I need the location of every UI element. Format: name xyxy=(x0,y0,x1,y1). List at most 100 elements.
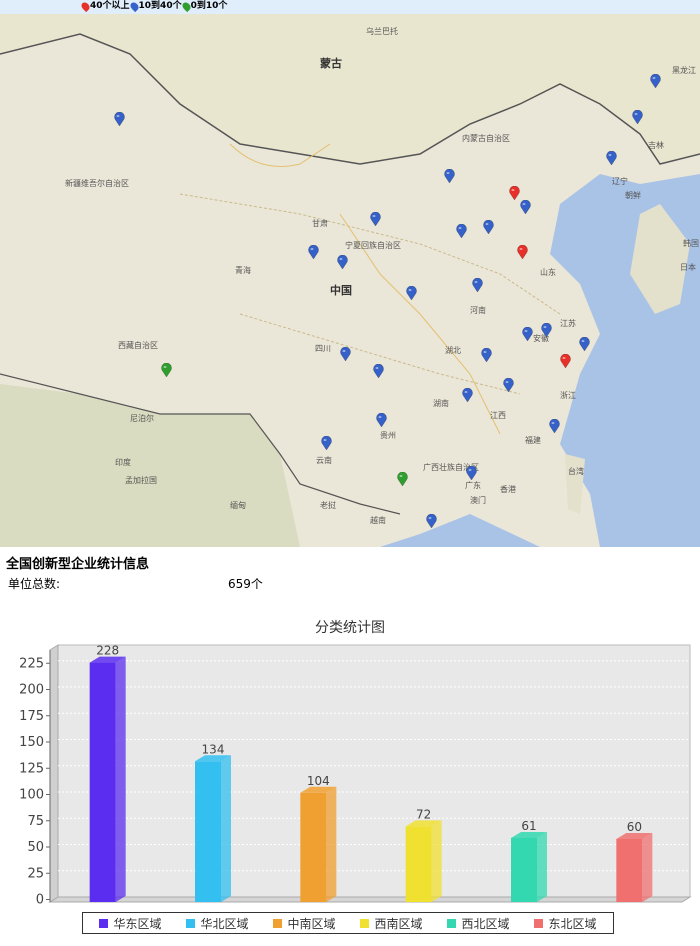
map-marker[interactable] xyxy=(579,337,590,351)
map-marker[interactable] xyxy=(650,74,661,88)
map-place-label: 日本 xyxy=(680,263,696,272)
map-place-label: 朝鲜 xyxy=(625,191,641,200)
map-marker[interactable] xyxy=(337,255,348,269)
map-pin-icon xyxy=(481,348,492,362)
map-marker[interactable] xyxy=(114,112,125,126)
map-place-label: 湖北 xyxy=(445,346,461,355)
map-marker[interactable] xyxy=(161,363,172,377)
map-marker[interactable] xyxy=(456,224,467,238)
map-marker[interactable] xyxy=(517,245,528,259)
total-row: 单位总数: 659个 xyxy=(8,575,308,592)
map-marker[interactable] xyxy=(483,220,494,234)
map-pin-icon xyxy=(456,224,467,238)
legend-label: 40个以上 xyxy=(90,1,130,11)
bar-top xyxy=(89,656,126,663)
map-pin-icon xyxy=(560,354,571,368)
bar-value-label: 134 xyxy=(202,742,225,756)
chart-legend-item: 西北区域 xyxy=(447,915,510,932)
map-marker[interactable] xyxy=(481,348,492,362)
map-marker[interactable] xyxy=(520,200,531,214)
map-place-label: 江西 xyxy=(490,411,506,420)
map-place-label: 香港 xyxy=(500,485,516,494)
map-pin-icon xyxy=(376,413,387,427)
map-marker[interactable] xyxy=(522,327,533,341)
y-tick-label: 175 xyxy=(19,709,44,724)
map-marker[interactable] xyxy=(560,354,571,368)
y-tick-label: 200 xyxy=(19,683,44,698)
map-marker[interactable] xyxy=(373,364,384,378)
statistics-info: 全国创新型企业统计信息 单位总数: 659个 xyxy=(6,553,263,591)
y-tick-label: 125 xyxy=(19,761,44,776)
legend-item: 10到40个 xyxy=(128,0,182,13)
map-marker[interactable] xyxy=(397,472,408,486)
map-pin-icon xyxy=(466,466,477,480)
map-marker[interactable] xyxy=(340,347,351,361)
map-marker[interactable] xyxy=(509,186,520,200)
bar-top xyxy=(616,833,653,839)
bar-side xyxy=(326,786,337,902)
chart-legend-item: 中南区域 xyxy=(273,915,336,932)
map-marker[interactable] xyxy=(462,388,473,402)
map-place-label: 韩国 xyxy=(683,239,699,248)
map-pin-icon xyxy=(161,363,172,377)
map-place-label: 青海 xyxy=(235,266,251,275)
legend-label: 华东区域 xyxy=(113,916,162,931)
legend-item: 40个以上 xyxy=(79,0,130,13)
map-place-label: 山东 xyxy=(540,268,556,277)
map-marker[interactable] xyxy=(308,245,319,259)
map-marker[interactable] xyxy=(549,419,560,433)
map-pin-icon xyxy=(370,212,381,226)
bar-value-label: 61 xyxy=(521,819,536,833)
bar xyxy=(405,826,432,902)
map-marker[interactable] xyxy=(376,413,387,427)
map-place-label: 缅甸 xyxy=(230,501,246,510)
map-place-label: 广西壮族自治区 xyxy=(423,463,479,472)
plot-area xyxy=(57,644,691,898)
map-pin-icon xyxy=(509,186,520,200)
map-marker[interactable] xyxy=(503,378,514,392)
map-marker[interactable] xyxy=(426,514,437,528)
legend-swatch xyxy=(534,918,544,928)
map-place-label: 吉林 xyxy=(648,141,664,150)
map-place-label: 广东 xyxy=(465,481,481,490)
bar xyxy=(616,839,643,902)
map-pin-icon xyxy=(579,337,590,351)
map-marker[interactable] xyxy=(370,212,381,226)
map-place-label: 内蒙古自治区 xyxy=(462,134,510,143)
bar-top xyxy=(405,820,442,827)
china-map[interactable]: 蒙古 中国 内蒙古自治区 新疆维吾尔自治区 西藏自治区 青海 甘肃 宁夏回族自治区 四川 云南 贵州… xyxy=(0,14,700,547)
map-place-label: 四川 xyxy=(315,344,331,353)
chart-legend-item: 西南区域 xyxy=(360,915,423,932)
bar-top xyxy=(511,831,547,838)
map-pin-icon xyxy=(522,327,533,341)
bar-value-label: 104 xyxy=(307,774,330,788)
legend-label: 西北区域 xyxy=(461,916,510,931)
map-marker[interactable] xyxy=(321,436,332,450)
map-pin-icon xyxy=(397,472,408,486)
legend-label: 中南区域 xyxy=(287,916,336,931)
total-label: 单位总数: xyxy=(8,577,61,591)
map-place-label: 中国 xyxy=(330,284,352,297)
map-marker[interactable] xyxy=(406,286,417,300)
bar-value-label: 228 xyxy=(96,644,119,658)
map-place-label: 尼泊尔 xyxy=(130,414,154,423)
map-place-label: 安徽 xyxy=(533,334,549,343)
map-marker[interactable] xyxy=(472,278,483,292)
map-pin-icon xyxy=(426,514,437,528)
legend-label: 10到40个 xyxy=(138,1,182,11)
map-place-label: 湖南 xyxy=(433,399,449,408)
bar-chart: 0 25 50 75 100 125 150 175 200 225 228 134 104 72 61 60 xyxy=(19,644,692,908)
map-marker[interactable] xyxy=(606,151,617,165)
bar xyxy=(511,837,537,902)
bar-top xyxy=(195,755,231,762)
map-pin-icon xyxy=(650,74,661,88)
map-pin-icon xyxy=(472,278,483,292)
legend-swatch xyxy=(360,918,370,928)
bar-side xyxy=(537,831,547,902)
map-place-label: 乌兰巴托 xyxy=(366,27,398,36)
plot-floor xyxy=(48,896,692,903)
map-marker[interactable] xyxy=(466,466,477,480)
map-marker[interactable] xyxy=(632,110,643,124)
map-marker[interactable] xyxy=(541,323,552,337)
map-marker[interactable] xyxy=(444,169,455,183)
